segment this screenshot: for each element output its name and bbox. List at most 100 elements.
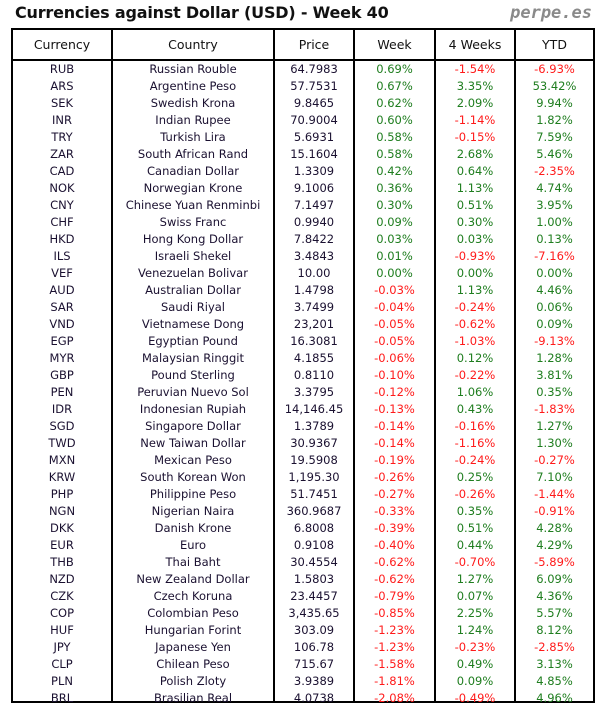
table-row: HUF Hungarian Forint 303.09 -1.23% 1.24% 8.12… <box>13 622 593 639</box>
cell-four-weeks: 0.51% <box>456 198 494 212</box>
cell-price: 14,146.45 <box>284 402 344 416</box>
cell-four-weeks: 0.07% <box>456 589 494 603</box>
cell-ytd: 1.30% <box>536 436 573 450</box>
cell-week: 0.00% <box>376 266 413 280</box>
cell-week: -1.58% <box>374 657 415 671</box>
cell-country: Australian Dollar <box>145 283 241 297</box>
cell-country: Hong Kong Dollar <box>142 232 244 246</box>
cell-ytd: 1.28% <box>536 351 573 365</box>
cell-price: 1.3309 <box>293 164 335 178</box>
cell-code: COP <box>49 606 75 620</box>
cell-four-weeks: -1.16% <box>454 436 496 450</box>
cell-price: 0.9940 <box>293 215 335 229</box>
cell-price: 57.7531 <box>290 79 338 93</box>
cell-price: 3.3795 <box>293 385 335 399</box>
table-row: INR Indian Rupee 70.9004 0.60% -1.14% 1.82% <box>13 112 593 129</box>
cell-week: -2.08% <box>374 691 415 705</box>
cell-code: PEN <box>50 385 74 399</box>
cell-ytd: 0.06% <box>536 300 573 314</box>
cell-price: 15.1604 <box>290 147 338 161</box>
cell-four-weeks: 0.30% <box>456 215 494 229</box>
table-row: CZK Czech Koruna 23.4457 -0.79% 0.07% 4.36% <box>13 588 593 605</box>
cell-week: 0.60% <box>376 113 413 127</box>
cell-code: HUF <box>50 623 74 637</box>
cell-country: Turkish Lira <box>160 130 226 144</box>
table-row: IDR Indonesian Rupiah 14,146.45 -0.13% 0.43%… <box>13 401 593 418</box>
cell-ytd: 1.82% <box>536 113 573 127</box>
cell-four-weeks: 0.64% <box>456 164 494 178</box>
table-row: SGD Singapore Dollar 1.3789 -0.14% -0.16% 1.2… <box>13 418 593 435</box>
cell-price: 6.8008 <box>293 521 335 535</box>
cell-code: CAD <box>49 164 75 178</box>
cell-four-weeks: 2.09% <box>456 96 494 110</box>
cell-country: Danish Krone <box>154 521 232 535</box>
cell-price: 9.8465 <box>293 96 335 110</box>
cell-country: Swiss Franc <box>159 215 227 229</box>
cell-ytd: -6.93% <box>534 62 575 76</box>
cell-week: 0.58% <box>376 147 413 161</box>
cell-code: BRL <box>50 691 74 705</box>
cell-price: 1.3789 <box>293 419 335 433</box>
cell-four-weeks: -0.22% <box>454 368 496 382</box>
cell-ytd: 6.09% <box>536 572 573 586</box>
cell-ytd: -9.13% <box>534 334 575 348</box>
cell-country: Nigerian Naira <box>151 504 235 518</box>
cell-price: 5.6931 <box>293 130 335 144</box>
cell-ytd: -5.89% <box>534 555 575 569</box>
table-row: HKD Hong Kong Dollar 7.8422 0.03% 0.03% 0.13% <box>13 231 593 248</box>
cell-four-weeks: 0.25% <box>456 470 494 484</box>
table-row: ILS Israeli Shekel 3.4843 0.01% -0.93% -7.16% <box>13 248 593 265</box>
cell-code: ILS <box>53 249 71 263</box>
cell-ytd: 0.09% <box>536 317 573 331</box>
cell-price: 7.8422 <box>293 232 335 246</box>
cell-country: Chinese Yuan Renminbi <box>125 198 261 212</box>
table-row: MXN Mexican Peso 19.5908 -0.19% -0.24% -0.27% <box>13 452 593 469</box>
cell-week: -0.26% <box>374 470 415 484</box>
table-row: BRL Brasilian Real 4.0738 -2.08% -0.49% 4.96% <box>13 690 593 707</box>
header-divider <box>13 59 593 61</box>
table-row: JPY Japanese Yen 106.78 -1.23% -0.23% -2.85% <box>13 639 593 656</box>
cell-four-weeks: 1.06% <box>456 385 494 399</box>
cell-price: 360.9687 <box>286 504 342 518</box>
cell-price: 70.9004 <box>290 113 338 127</box>
cell-price: 715.67 <box>293 657 335 671</box>
cell-country: Russian Rouble <box>149 62 237 76</box>
table-row: AUD Australian Dollar 1.4798 -0.03% 1.13% 4.4… <box>13 282 593 299</box>
cell-four-weeks: -0.49% <box>454 691 496 705</box>
cell-week: -0.39% <box>374 521 415 535</box>
column-divider <box>514 30 516 701</box>
cell-four-weeks: -1.54% <box>454 62 496 76</box>
cell-country: Colombian Peso <box>147 606 239 620</box>
cell-week: -0.19% <box>374 453 415 467</box>
cell-week: -0.03% <box>374 283 415 297</box>
cell-code: KRW <box>48 470 76 484</box>
cell-ytd: 4.29% <box>536 538 573 552</box>
page-title: Currencies against Dollar (USD) - Week 4… <box>15 3 389 22</box>
cell-country: South African Rand <box>137 147 249 161</box>
cell-country: South Korean Won <box>140 470 246 484</box>
cell-four-weeks: 1.13% <box>456 283 494 297</box>
table-row: GBP Pound Sterling 0.8110 -0.10% -0.22% 3.81% <box>13 367 593 384</box>
table-row: ZAR South African Rand 15.1604 0.58% 2.68% 5.… <box>13 146 593 163</box>
cell-country: Singapore Dollar <box>145 419 241 433</box>
cell-country: Brasilian Real <box>153 691 233 705</box>
cell-four-weeks: 0.03% <box>456 232 494 246</box>
table-row: PLN Polish Zloty 3.9389 -1.81% 0.09% 4.85% <box>13 673 593 690</box>
cell-price: 9.1006 <box>293 181 335 195</box>
cell-country: Canadian Dollar <box>147 164 239 178</box>
table-row: PEN Peruvian Nuevo Sol 3.3795 -0.12% 1.06% 0.… <box>13 384 593 401</box>
cell-code: NZD <box>49 572 75 586</box>
table-row: RUB Russian Rouble 64.7983 0.69% -1.54% -6.93… <box>13 61 593 78</box>
cell-code: ARS <box>50 79 74 93</box>
cell-price: 3.7499 <box>293 300 335 314</box>
column-divider <box>353 30 355 701</box>
cell-code: GBP <box>50 368 74 382</box>
cell-ytd: 4.28% <box>536 521 573 535</box>
cell-four-weeks: -0.93% <box>454 249 496 263</box>
table-row: PHP Philippine Peso 51.7451 -0.27% -0.26% -1.… <box>13 486 593 503</box>
cell-code: IDR <box>51 402 73 416</box>
column-header-ytd: YTD <box>542 37 567 52</box>
cell-week: -0.14% <box>374 436 415 450</box>
cell-price: 0.9108 <box>293 538 335 552</box>
cell-four-weeks: 3.35% <box>456 79 494 93</box>
